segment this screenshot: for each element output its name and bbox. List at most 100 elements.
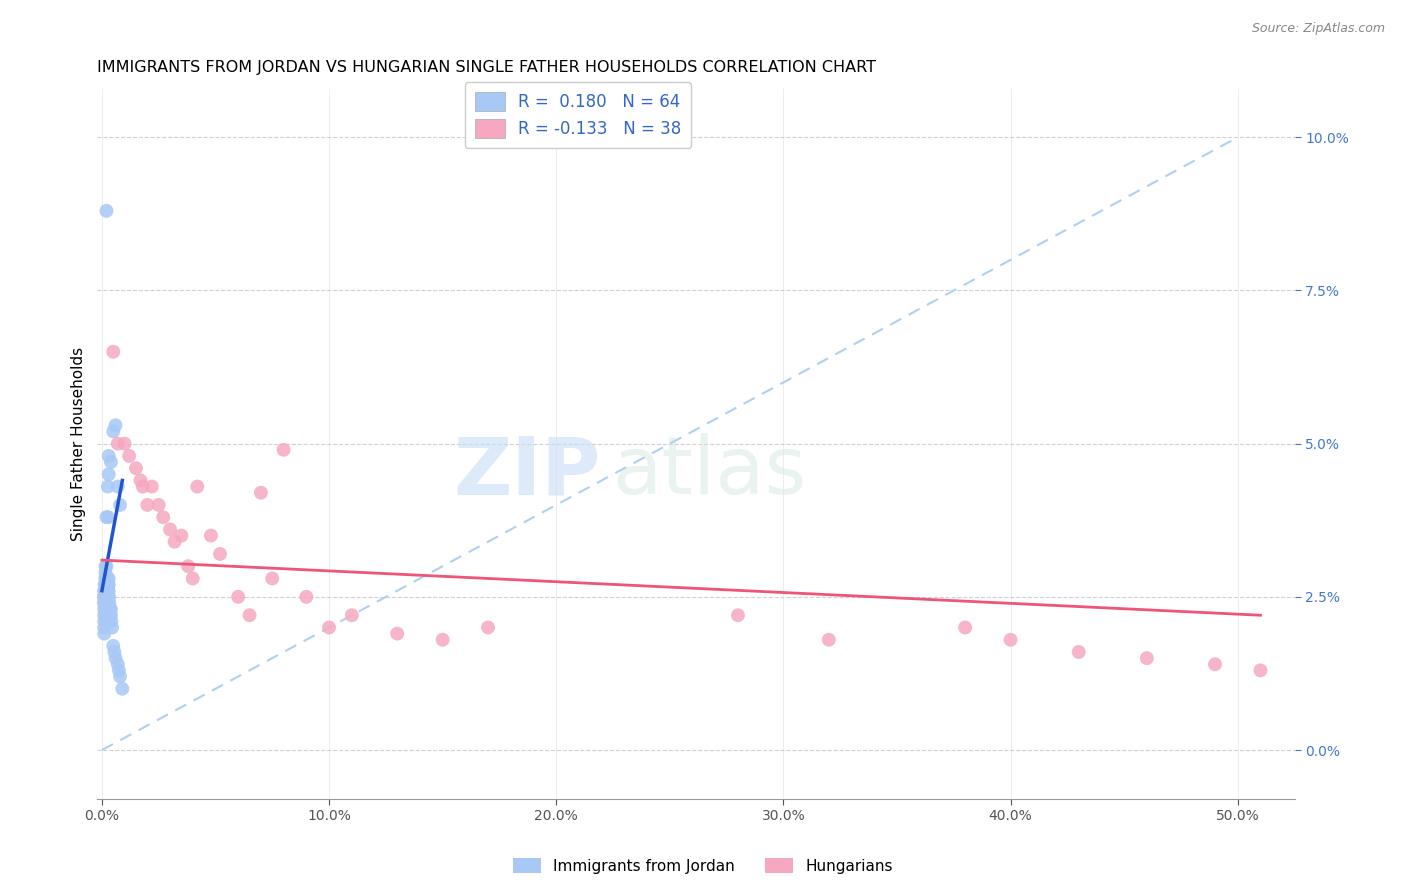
Point	[103, 425, 125, 439]
Point	[96, 590, 118, 604]
Point	[100, 455, 122, 469]
Point	[94, 590, 117, 604]
Point	[1136, 651, 1159, 665]
Point	[114, 436, 136, 450]
Point	[107, 657, 129, 672]
Point	[159, 523, 181, 537]
Point	[118, 449, 141, 463]
Point	[226, 590, 249, 604]
Point	[727, 608, 749, 623]
Point	[96, 590, 118, 604]
Point	[200, 528, 222, 542]
Point	[97, 449, 120, 463]
Point	[152, 510, 174, 524]
Point	[104, 651, 127, 665]
Point	[108, 669, 131, 683]
Point	[1000, 632, 1022, 647]
Point	[97, 596, 120, 610]
Point	[96, 608, 118, 623]
Point	[250, 485, 273, 500]
Point	[273, 442, 295, 457]
Y-axis label: Single Father Households: Single Father Households	[72, 347, 86, 541]
Point	[93, 596, 115, 610]
Point	[141, 479, 163, 493]
Point	[1249, 664, 1271, 678]
Point	[93, 583, 115, 598]
Point	[104, 418, 127, 433]
Text: ZIP: ZIP	[453, 434, 600, 511]
Point	[98, 602, 121, 616]
Point	[98, 590, 121, 604]
Point	[100, 608, 122, 623]
Point	[94, 566, 117, 580]
Point	[186, 479, 208, 493]
Point	[98, 596, 121, 610]
Point	[181, 572, 204, 586]
Point	[817, 632, 839, 647]
Point	[98, 608, 121, 623]
Point	[100, 602, 122, 616]
Point	[953, 620, 976, 634]
Point	[148, 498, 170, 512]
Point	[96, 602, 118, 616]
Text: atlas: atlas	[612, 434, 807, 511]
Point	[93, 615, 115, 629]
Point	[103, 639, 125, 653]
Point	[432, 632, 454, 647]
Point	[94, 596, 117, 610]
Point	[163, 534, 186, 549]
Point	[136, 498, 159, 512]
Point	[93, 620, 115, 634]
Point	[103, 344, 125, 359]
Point	[97, 479, 120, 493]
Point	[97, 577, 120, 591]
Point	[238, 608, 260, 623]
Point	[103, 645, 125, 659]
Point	[262, 572, 284, 586]
Text: IMMIGRANTS FROM JORDAN VS HUNGARIAN SINGLE FATHER HOUSEHOLDS CORRELATION CHART: IMMIGRANTS FROM JORDAN VS HUNGARIAN SING…	[97, 60, 876, 75]
Point	[108, 664, 131, 678]
Point	[96, 572, 118, 586]
Point	[94, 590, 117, 604]
Point	[170, 528, 193, 542]
Point	[93, 577, 115, 591]
Point	[93, 596, 115, 610]
Point	[108, 498, 131, 512]
Point	[318, 620, 340, 634]
Point	[96, 577, 118, 591]
Point	[96, 203, 118, 218]
Point	[93, 608, 115, 623]
Point	[96, 583, 118, 598]
Legend: R =  0.180   N = 64, R = -0.133   N = 38: R = 0.180 N = 64, R = -0.133 N = 38	[465, 82, 692, 148]
Point	[100, 615, 122, 629]
Point	[94, 572, 117, 586]
Point	[93, 626, 115, 640]
Point	[125, 461, 148, 475]
Point	[94, 583, 117, 598]
Point	[96, 602, 118, 616]
Point	[129, 474, 152, 488]
Point	[97, 467, 120, 482]
Text: Source: ZipAtlas.com: Source: ZipAtlas.com	[1251, 22, 1385, 36]
Point	[93, 590, 115, 604]
Point	[97, 577, 120, 591]
Point	[101, 620, 124, 634]
Point	[96, 510, 118, 524]
Point	[96, 559, 118, 574]
Point	[97, 510, 120, 524]
Point	[97, 572, 120, 586]
Point	[1204, 657, 1226, 672]
Point	[96, 583, 118, 598]
Point	[340, 608, 363, 623]
Point	[132, 479, 155, 493]
Point	[94, 559, 117, 574]
Point	[94, 596, 117, 610]
Point	[94, 572, 117, 586]
Point	[387, 626, 409, 640]
Point	[208, 547, 231, 561]
Point	[93, 602, 115, 616]
Point	[477, 620, 499, 634]
Point	[97, 583, 120, 598]
Point	[96, 577, 118, 591]
Point	[295, 590, 318, 604]
